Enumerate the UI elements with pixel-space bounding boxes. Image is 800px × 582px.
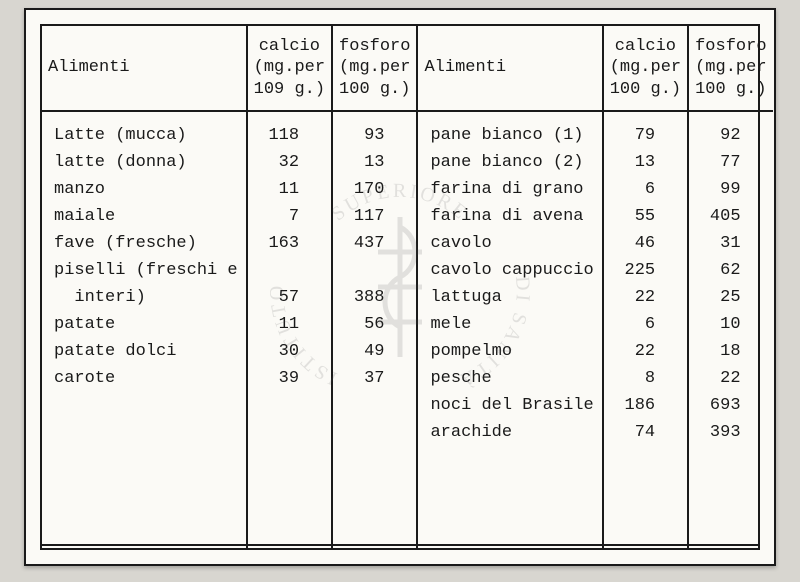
cell-value: 30: [256, 338, 323, 365]
cell-value: pane bianco (1): [426, 122, 593, 149]
cell-value: 79: [612, 122, 679, 149]
cell-value: 118: [256, 122, 323, 149]
cell-value: piselli (freschi e: [50, 257, 238, 284]
cell-value: 56: [341, 311, 408, 338]
cell-value: fave (fresche): [50, 230, 238, 257]
cell-value: 93: [341, 122, 408, 149]
cell-value: 92: [697, 122, 764, 149]
cell-value: latte (donna): [50, 149, 238, 176]
header-label: Alimenti: [48, 58, 130, 77]
cell-value: 388: [341, 284, 408, 311]
body-calcio-right: 79136554622522622818674: [603, 111, 688, 548]
cell-value: 49: [341, 338, 408, 365]
nutrients-table: Alimenti calcio (mg.per 109 g.) fosforo …: [42, 26, 773, 548]
cell-value: pompelmo: [426, 338, 593, 365]
cell-value: 39: [256, 365, 323, 392]
bottom-double-rule: [40, 544, 760, 550]
cell-value: 99: [697, 176, 764, 203]
header-label: fosforo (mg.per 100 g.): [695, 37, 766, 99]
cell-value: farina di avena: [426, 203, 593, 230]
cell-value: 405: [697, 203, 764, 230]
col-fosforo-right: fosforo (mg.per 100 g.): [688, 26, 772, 111]
header-label: fosforo (mg.per 100 g.): [339, 37, 410, 99]
cell-value: 693: [697, 392, 764, 419]
col-calcio-left: calcio (mg.per 109 g.): [247, 26, 332, 111]
cell-value: pane bianco (2): [426, 149, 593, 176]
cell-value: patate: [50, 311, 238, 338]
cell-value: 13: [341, 149, 408, 176]
cell-value: 186: [612, 392, 679, 419]
header-label: Alimenti: [424, 58, 506, 77]
cell-value: 37: [341, 365, 408, 392]
right-food-list: pane bianco (1)pane bianco (2)farina di …: [426, 122, 593, 446]
cell-value: 11: [256, 176, 323, 203]
cell-value: 77: [697, 149, 764, 176]
cell-value: 6: [612, 176, 679, 203]
cell-value: arachide: [426, 419, 593, 446]
cell-value: 25: [697, 284, 764, 311]
body-fosforo-right: 927799405316225101822693393: [688, 111, 772, 548]
cell-value: mele: [426, 311, 593, 338]
cell-value: [341, 257, 408, 284]
header-label: calcio (mg.per 109 g.): [254, 37, 325, 99]
col-food-right: Alimenti: [417, 26, 602, 111]
cell-value: 46: [612, 230, 679, 257]
cell-value: 117: [341, 203, 408, 230]
cell-value: farina di grano: [426, 176, 593, 203]
cell-value: Latte (mucca): [50, 122, 238, 149]
cell-value: 74: [612, 419, 679, 446]
cell-value: interi): [50, 284, 238, 311]
cell-value: 7: [256, 203, 323, 230]
cell-value: 18: [697, 338, 764, 365]
cell-value: manzo: [50, 176, 238, 203]
col-calcio-right: calcio (mg.per 100 g.): [603, 26, 688, 111]
cell-value: patate dolci: [50, 338, 238, 365]
cell-value: carote: [50, 365, 238, 392]
table-border: Alimenti calcio (mg.per 109 g.) fosforo …: [40, 24, 760, 550]
cell-value: 225: [612, 257, 679, 284]
cell-value: 13: [612, 149, 679, 176]
cell-value: 22: [697, 365, 764, 392]
left-fosforo-list: 9313170117437 388564937: [341, 122, 408, 392]
cell-value: noci del Brasile: [426, 392, 593, 419]
body-fosforo-left: 9313170117437 388564937: [332, 111, 417, 548]
cell-value: cavolo cappuccio: [426, 257, 593, 284]
table-header: Alimenti calcio (mg.per 109 g.) fosforo …: [42, 26, 773, 111]
left-food-list: Latte (mucca)latte (donna)manzomaialefav…: [50, 122, 238, 392]
header-label: calcio (mg.per 100 g.): [610, 37, 681, 99]
body-calcio-left: 11832117163 57113039: [247, 111, 332, 548]
cell-value: 57: [256, 284, 323, 311]
col-fosforo-left: fosforo (mg.per 100 g.): [332, 26, 417, 111]
body-food-left: Latte (mucca)latte (donna)manzomaialefav…: [42, 111, 247, 548]
document-page: Alimenti calcio (mg.per 109 g.) fosforo …: [24, 8, 776, 566]
cell-value: 6: [612, 311, 679, 338]
cell-value: pesche: [426, 365, 593, 392]
cell-value: 393: [697, 419, 764, 446]
cell-value: [256, 257, 323, 284]
cell-value: 22: [612, 338, 679, 365]
cell-value: 10: [697, 311, 764, 338]
cell-value: lattuga: [426, 284, 593, 311]
cell-value: 55: [612, 203, 679, 230]
cell-value: cavolo: [426, 230, 593, 257]
left-calcio-list: 11832117163 57113039: [256, 122, 323, 392]
cell-value: 8: [612, 365, 679, 392]
col-food-left: Alimenti: [42, 26, 247, 111]
cell-value: 22: [612, 284, 679, 311]
cell-value: 62: [697, 257, 764, 284]
cell-value: 163: [256, 230, 323, 257]
body-food-right: pane bianco (1)pane bianco (2)farina di …: [417, 111, 602, 548]
cell-value: 437: [341, 230, 408, 257]
cell-value: 31: [697, 230, 764, 257]
cell-value: 11: [256, 311, 323, 338]
right-fosforo-list: 927799405316225101822693393: [697, 122, 764, 446]
right-calcio-list: 79136554622522622818674: [612, 122, 679, 446]
cell-value: 170: [341, 176, 408, 203]
cell-value: 32: [256, 149, 323, 176]
table-body: Latte (mucca)latte (donna)manzomaialefav…: [42, 111, 773, 548]
cell-value: maiale: [50, 203, 238, 230]
